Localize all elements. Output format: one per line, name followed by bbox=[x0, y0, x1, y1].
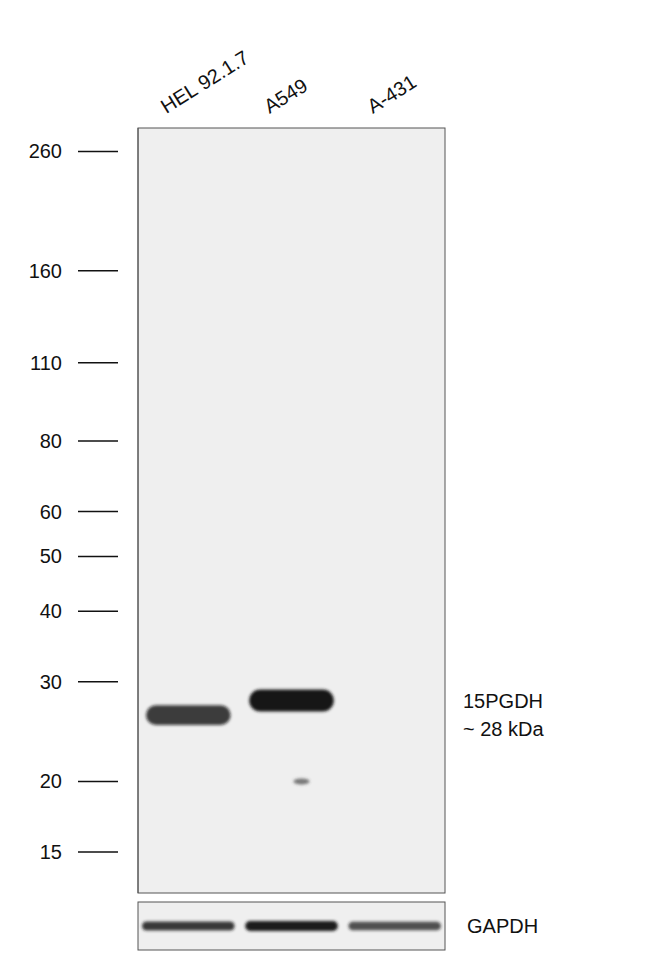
bands bbox=[146, 690, 334, 785]
marker-label: 40 bbox=[40, 600, 62, 622]
marker-label: 160 bbox=[29, 260, 62, 282]
lane-label: A-431 bbox=[363, 70, 420, 117]
band-name: 15PGDH bbox=[463, 690, 543, 712]
marker-tick bbox=[78, 610, 118, 612]
marker-label: 15 bbox=[40, 841, 62, 863]
axis-range bbox=[138, 128, 139, 893]
marker-tick bbox=[78, 270, 118, 272]
band bbox=[146, 705, 231, 725]
marker-label: 80 bbox=[40, 430, 62, 452]
marker-label: 60 bbox=[40, 501, 62, 523]
marker-axis: 260 160 110 80 60 50 40 30 20 15 bbox=[29, 128, 138, 893]
marker-label: 50 bbox=[40, 545, 62, 567]
loading-bands bbox=[142, 921, 441, 931]
membrane bbox=[138, 128, 445, 893]
gapdh-band bbox=[245, 921, 338, 931]
marker-tick bbox=[78, 851, 118, 853]
marker-label: 20 bbox=[40, 770, 62, 792]
band bbox=[249, 690, 334, 712]
marker-label: 260 bbox=[29, 140, 62, 162]
marker-label: 110 bbox=[30, 352, 62, 374]
figure: 260 160 110 80 60 50 40 30 20 15 HEL 92.1.7A549 A-4… bbox=[0, 0, 650, 958]
marker-label: 30 bbox=[40, 671, 62, 693]
marker-tick bbox=[78, 556, 118, 558]
marker-tick bbox=[78, 511, 118, 513]
marker-tick bbox=[78, 781, 118, 783]
gapdh-band bbox=[142, 921, 235, 930]
marker-tick bbox=[78, 151, 118, 153]
loading-strip bbox=[138, 902, 445, 950]
lane-label: HEL 92.1.7 bbox=[157, 46, 253, 117]
marker-tick bbox=[78, 362, 118, 364]
loading-label: GAPDH bbox=[467, 915, 538, 937]
lane-label: A549 bbox=[260, 74, 311, 117]
marker-tick bbox=[78, 440, 118, 442]
band-size: ~ 28 kDa bbox=[463, 718, 544, 740]
faint-band bbox=[294, 778, 310, 784]
gapdh-band bbox=[348, 922, 441, 931]
marker-tick bbox=[78, 681, 118, 683]
